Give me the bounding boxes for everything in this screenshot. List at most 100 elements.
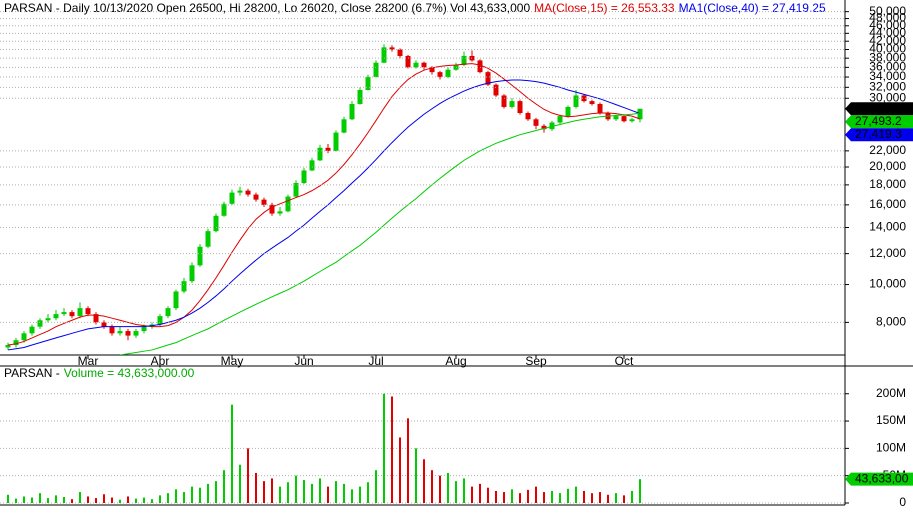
candle-body [277,211,283,214]
candle-body [133,331,139,336]
y-tick-label: 200M [876,386,906,400]
volume-label-box [845,472,913,486]
y-tick-label: 42,000 [869,33,906,47]
volume-bar [199,487,201,503]
title: PARSAN - [4,366,60,380]
candle-body [61,312,67,315]
volume-bar [31,497,33,503]
volume-bar [271,478,273,503]
x-tick-label: Jun [294,354,313,368]
candle-body [525,113,531,120]
legend-entry: MA1(Close,40) = 27,419.25 [679,1,826,15]
y-tick-label: 44,000 [869,25,906,39]
y-tick-label: 48,000 [869,11,906,25]
candle-body [589,101,595,105]
volume-bar [591,493,593,503]
candle-body [597,104,603,114]
volume-bar [191,486,193,503]
candle-body [245,190,251,195]
candle-body [349,104,355,120]
candle-body [285,196,291,212]
x-tick-label: Mar [78,354,99,368]
volume-bar [575,486,577,503]
candle-body [93,314,99,323]
candle-body [581,95,587,102]
volume-bar [239,464,241,503]
legend-entry: MA(Close,15) = 26,553.33 [534,1,675,15]
volume-bar [343,483,345,503]
volume-bar [143,497,145,503]
candle-body [21,333,27,341]
candle-body [53,314,59,319]
volume-bar [327,486,329,503]
volume-bar [559,493,561,503]
candle-body [317,147,323,161]
candle-body [445,69,451,78]
candle-body [493,84,499,96]
volume-bar [463,478,465,503]
candle-body [69,312,75,317]
volume-bar [631,490,633,503]
price-label: 28,200 [855,101,892,115]
volume-bar [351,489,353,503]
price-plot [5,44,643,355]
volume-bar [79,492,81,503]
y-tick-label: 36,000 [869,60,906,74]
price-label: 27,493.2 [855,114,902,128]
volume-bar [639,479,641,503]
candle-body [397,49,403,56]
candle-body [549,122,555,130]
candle-body [333,132,339,151]
volume-bar [287,482,289,503]
candle-body [125,331,131,336]
volume-bar [39,493,41,503]
volume-bar [263,481,265,503]
volume-bar [551,490,553,503]
candle-body [389,47,395,50]
candle-body [341,119,347,133]
candle-body [365,77,371,90]
volume-bar [127,496,129,503]
volume-bar [527,489,529,503]
volume-bar [223,470,225,503]
candle-body [253,194,259,200]
candle-body [109,326,115,334]
y-tick-label: 10,000 [869,277,906,291]
volume-bar [367,482,369,503]
volume-bar [431,470,433,503]
candle-body [381,47,387,63]
legend-entry: Volume = 43,633,000.00 [64,366,195,380]
volume-bar [111,497,113,503]
candle-body [437,72,443,78]
volume-bar [479,483,481,503]
ma-line [7,63,641,346]
candle-body [293,183,299,197]
volume-bar [175,489,177,503]
volume-bar [519,493,521,503]
ma-line [119,112,641,355]
x-tick-label: Sep [525,354,547,368]
volume-bar [495,490,497,503]
volume-bar [503,492,505,503]
y-tick-label: 22,000 [869,143,906,157]
volume-bar [87,496,89,503]
candle-body [309,160,315,171]
volume-bar [375,470,377,503]
volume-bar [23,496,25,503]
candle-body [301,170,307,184]
y-tick-label: 150M [876,413,906,427]
volume-bar [95,498,97,503]
candle-body [405,55,411,68]
volume-bar [207,483,209,503]
volume-bar [383,393,385,503]
volume-bar [535,486,537,503]
candle-body [485,72,491,85]
volume-bar [583,490,585,503]
volume-bar [183,492,185,503]
candle-body [181,281,187,292]
y-tick-label: 0 [899,495,906,509]
y-tick-label: 34,000 [869,69,906,83]
volume-bar [279,486,281,503]
candle-body [613,116,619,120]
